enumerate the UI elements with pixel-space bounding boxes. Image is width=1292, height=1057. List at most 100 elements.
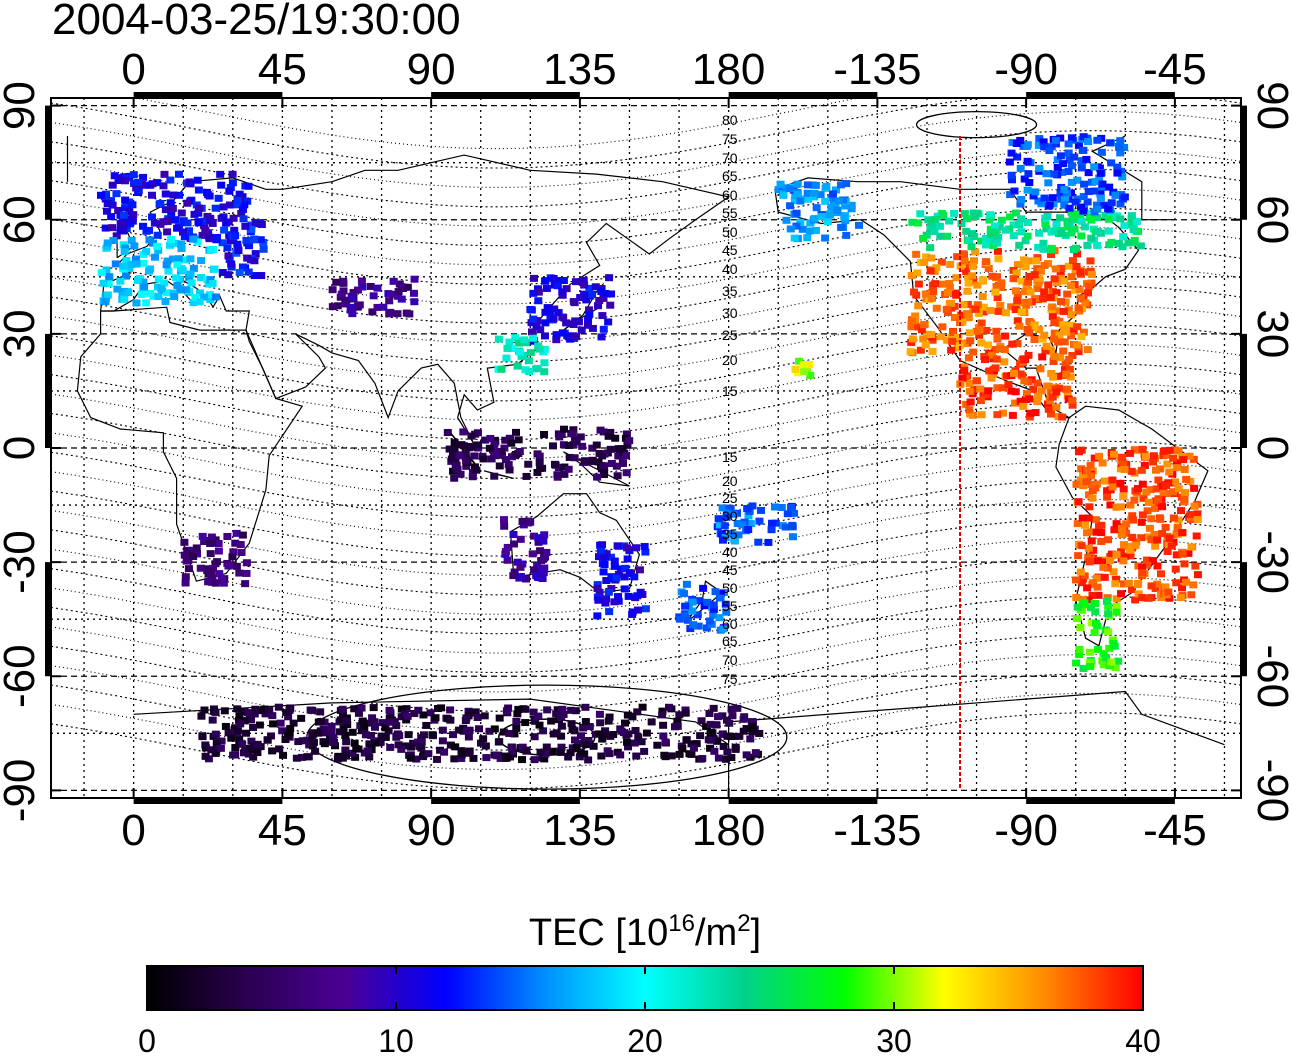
- tec-point: [621, 719, 630, 727]
- tec-point: [1080, 180, 1089, 188]
- tec-point: [658, 707, 667, 715]
- tec-point: [166, 176, 175, 184]
- tec-point: [568, 430, 577, 438]
- tec-point: [397, 705, 406, 713]
- tec-point: [160, 279, 169, 287]
- tec-point: [1077, 579, 1086, 587]
- tec-point: [827, 203, 836, 211]
- tec-point: [932, 304, 941, 312]
- tec-point: [623, 441, 632, 449]
- tec-point: [355, 301, 364, 309]
- tec-point: [282, 709, 291, 717]
- tec-point: [495, 462, 504, 470]
- tec-point: [1076, 568, 1085, 576]
- tec-point: [449, 467, 458, 475]
- tec-point: [437, 704, 446, 712]
- tec-point: [1171, 446, 1180, 454]
- tec-point: [675, 750, 684, 758]
- tec-point: [386, 743, 395, 751]
- tec-point: [490, 440, 499, 448]
- tec-point: [1122, 529, 1131, 537]
- tec-point: [154, 293, 163, 301]
- tec-point: [490, 725, 499, 733]
- contour-label: 70: [722, 652, 738, 668]
- tec-point: [1049, 357, 1058, 365]
- tec-point: [1008, 411, 1017, 419]
- tec-point: [226, 184, 235, 192]
- tec-point: [591, 283, 600, 291]
- tec-point: [1074, 552, 1083, 560]
- tec-point: [1079, 146, 1088, 154]
- tec-point: [755, 517, 764, 525]
- contour-label: 20: [722, 473, 738, 489]
- tec-point: [1073, 341, 1082, 349]
- x-tick-label-bottom: 0: [121, 806, 145, 855]
- tec-point: [195, 204, 204, 212]
- contour-line: [51, 343, 1241, 421]
- tec-point: [930, 228, 939, 236]
- tec-point: [837, 223, 846, 231]
- tec-point: [233, 240, 242, 248]
- tec-point: [153, 242, 162, 250]
- tec-point: [249, 723, 258, 731]
- tec-point: [790, 197, 799, 205]
- tec-point: [455, 726, 464, 734]
- tec-point: [942, 305, 951, 313]
- tec-point: [465, 444, 474, 452]
- tec-point: [1091, 516, 1100, 524]
- tec-point: [672, 722, 681, 730]
- tec-point: [729, 510, 738, 518]
- tec-point: [576, 294, 585, 302]
- tec-point: [249, 236, 258, 244]
- tec-point: [997, 283, 1006, 291]
- tec-point: [716, 594, 725, 602]
- tec-point: [1147, 515, 1156, 523]
- tec-point: [1091, 178, 1100, 186]
- tec-point: [982, 326, 991, 334]
- tec-point: [1101, 558, 1110, 566]
- tec-point: [755, 729, 764, 737]
- tec-point: [726, 530, 735, 538]
- tec-point: [419, 711, 428, 719]
- tec-point: [1013, 297, 1022, 305]
- tec-point: [710, 747, 719, 755]
- tec-point: [1151, 466, 1160, 474]
- tec-point: [963, 310, 972, 318]
- tec-point: [638, 703, 647, 711]
- tec-point: [633, 592, 642, 600]
- tec-point: [1078, 598, 1087, 606]
- tec-point: [1079, 482, 1088, 490]
- tec-point: [1052, 220, 1061, 228]
- tec-point: [1126, 546, 1135, 554]
- tec-point: [1076, 294, 1085, 302]
- tec-point: [211, 579, 220, 587]
- tec-point: [984, 264, 993, 272]
- tec-point: [810, 189, 819, 197]
- tec-point: [712, 721, 721, 729]
- tec-point: [1052, 289, 1061, 297]
- tec-point: [403, 283, 412, 291]
- x-tick-label-bottom: 180: [692, 806, 765, 855]
- tec-point: [533, 468, 542, 476]
- tec-point: [589, 742, 598, 750]
- tec-point: [431, 714, 440, 722]
- tec-point: [579, 276, 588, 284]
- tec-point: [564, 753, 573, 761]
- tec-point: [948, 337, 957, 345]
- contour-label: 20: [722, 352, 738, 368]
- tec-point: [735, 732, 744, 740]
- tec-point: [921, 341, 930, 349]
- tec-point: [465, 749, 474, 757]
- tec-point: [1049, 170, 1058, 178]
- tec-point: [956, 262, 965, 270]
- tec-point: [1189, 455, 1198, 463]
- axis-segment-bottom: [728, 798, 878, 804]
- tec-point: [276, 719, 285, 727]
- tec-point: [1011, 209, 1020, 217]
- tec-point: [187, 279, 196, 287]
- tec-point: [1094, 228, 1103, 236]
- tec-point: [1111, 191, 1120, 199]
- contour-label: 30: [722, 508, 738, 524]
- tec-point: [705, 709, 714, 717]
- tec-point: [1117, 524, 1126, 532]
